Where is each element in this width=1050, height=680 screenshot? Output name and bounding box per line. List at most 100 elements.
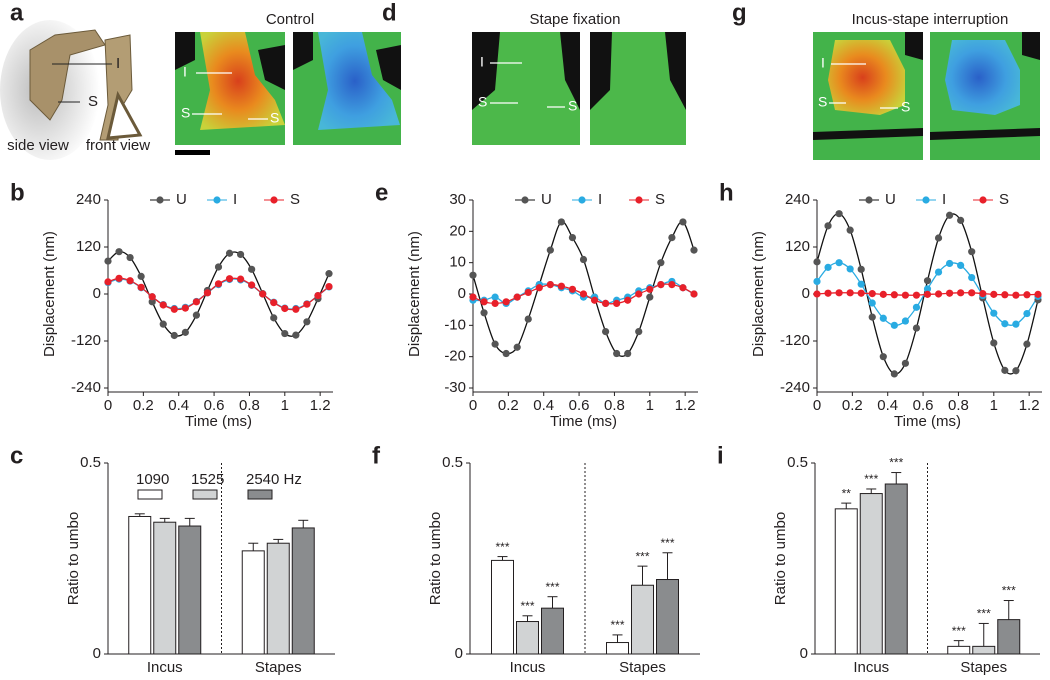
- legend-marker: [979, 196, 987, 204]
- panel-label: c: [10, 442, 23, 469]
- panel-label: a: [10, 0, 24, 26]
- panel-title: Incus-stape interruption: [852, 11, 1009, 28]
- image-label: S: [568, 98, 577, 114]
- x-tick-label: 0.2: [842, 397, 863, 414]
- legend-label: I: [942, 191, 946, 208]
- data-point: [657, 281, 665, 289]
- data-point: [613, 299, 621, 307]
- data-point: [968, 273, 976, 282]
- y-tick-label: 0: [458, 285, 466, 302]
- data-point: [181, 328, 189, 336]
- data-point: [979, 290, 987, 298]
- panel-label: i: [717, 442, 724, 469]
- x-tick-label: 0: [813, 397, 821, 414]
- legend-marker: [213, 196, 221, 204]
- data-point: [824, 263, 832, 271]
- data-point: [480, 309, 488, 317]
- data-point: [1012, 291, 1020, 299]
- y-tick-label: 0: [800, 645, 808, 662]
- data-point: [635, 290, 643, 298]
- legend-label: U: [176, 191, 187, 208]
- data-point: [857, 265, 865, 273]
- data-point: [923, 290, 932, 298]
- data-point: [990, 339, 998, 347]
- y-tick-label: 120: [76, 238, 101, 255]
- panel-label: e: [375, 179, 388, 206]
- x-tick-label: 1: [281, 397, 289, 414]
- data-point: [1023, 309, 1031, 318]
- x-tick-label: Incus: [147, 659, 183, 676]
- data-point: [248, 281, 256, 289]
- bar: [266, 542, 290, 655]
- legend-marker: [578, 196, 586, 204]
- x-tick-label: 0.4: [168, 397, 189, 414]
- data-point: [170, 305, 178, 313]
- panel-label: d: [382, 0, 397, 26]
- x-tick-label: 0.8: [948, 397, 969, 414]
- bar: [153, 521, 177, 655]
- y-tick-label: 20: [449, 222, 466, 239]
- data-point: [115, 274, 123, 282]
- data-point: [890, 370, 898, 378]
- bar: [884, 483, 908, 655]
- x-tick-label: 0: [104, 397, 112, 414]
- data-point: [170, 331, 178, 340]
- data-point: [923, 277, 932, 285]
- data-point: [668, 281, 676, 289]
- schematic-label: I: [116, 55, 120, 72]
- data-point: [159, 320, 167, 328]
- image-label: I: [183, 64, 187, 80]
- panel-title: Control: [266, 11, 314, 28]
- y-tick-label: 0: [93, 645, 101, 662]
- image-label: S: [478, 94, 487, 110]
- panel-label: b: [10, 179, 25, 206]
- bar: [491, 559, 514, 655]
- data-point: [602, 299, 610, 307]
- data-point: [990, 290, 998, 298]
- y-tick-label: -10: [444, 316, 466, 333]
- panel-label: g: [732, 0, 747, 26]
- significance: ***: [889, 456, 903, 470]
- data-point: [513, 343, 521, 351]
- legend-swatch: [192, 489, 218, 500]
- data-point: [901, 359, 910, 367]
- panel-d-images: d Stape fixation I S S: [382, 0, 686, 145]
- data-point: [868, 290, 876, 298]
- data-point: [835, 289, 843, 297]
- data-point: [624, 349, 632, 358]
- data-point: [491, 299, 499, 307]
- data-point: [813, 290, 821, 298]
- data-point: [259, 290, 267, 298]
- legend-label: U: [541, 191, 552, 208]
- data-point: [546, 281, 554, 289]
- x-tick-label: 1.2: [1019, 397, 1040, 414]
- panel-label: f: [372, 442, 381, 469]
- legend-label: S: [290, 191, 300, 208]
- significance: ***: [977, 607, 991, 621]
- data-point: [668, 234, 676, 242]
- data-point: [835, 259, 843, 267]
- bar: [606, 642, 629, 655]
- data-point: [203, 289, 212, 297]
- data-point: [1034, 290, 1042, 298]
- data-point: [491, 340, 499, 348]
- legend-marker: [865, 196, 873, 204]
- bar: [516, 621, 539, 655]
- image-label: S: [181, 105, 190, 121]
- significance: **: [842, 486, 852, 500]
- x-tick-label: 0.6: [569, 397, 590, 414]
- y-tick-label: 0.5: [80, 454, 101, 471]
- data-point: [835, 210, 843, 218]
- legend-label: 1090: [136, 471, 169, 488]
- data-point: [557, 218, 566, 226]
- data-point: [890, 321, 898, 329]
- data-point: [214, 263, 223, 271]
- x-tick-label: Incus: [510, 659, 546, 676]
- data-point: [524, 288, 532, 297]
- data-point: [568, 285, 577, 293]
- bar: [859, 493, 883, 655]
- data-point: [846, 289, 854, 297]
- legend-label: 1525: [191, 471, 224, 488]
- data-point: [857, 289, 865, 297]
